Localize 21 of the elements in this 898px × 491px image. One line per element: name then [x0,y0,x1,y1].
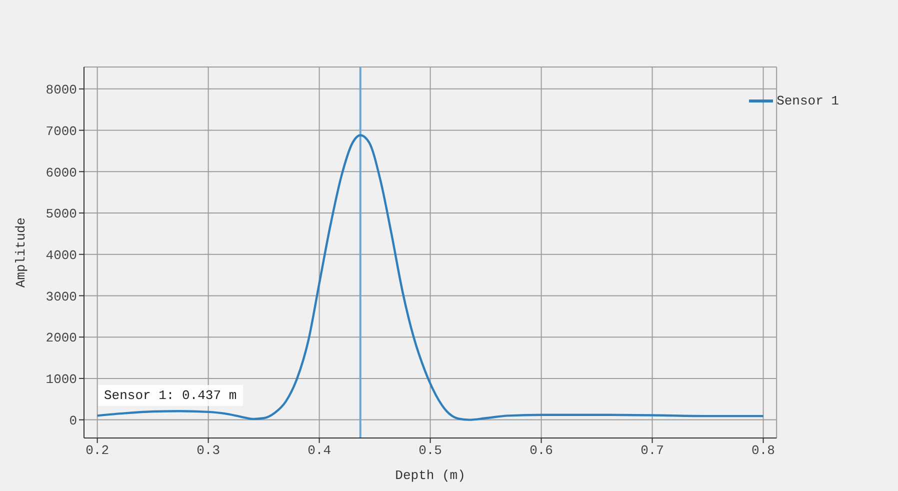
y-tick-label: 1000 [46,372,77,388]
y-tick-label: 4000 [46,248,77,263]
line-series [96,134,764,421]
x-axis-title: Depth (m) [395,468,466,483]
x-tick-label: 0.7 [640,443,664,458]
x-tick-label: 0.8 [752,443,775,458]
legend-label: Sensor 1 [776,93,839,108]
y-axis-title: Amplitude [14,217,29,288]
annotation: Sensor 1: 0.437 m [98,385,243,406]
y-tick-label: 6000 [46,165,77,180]
y-tick-label: 7000 [46,124,77,139]
y-tick-label: 0 [69,413,77,428]
y-tick-label: 2000 [46,330,77,346]
x-tick-label: 0.6 [530,443,553,458]
y-tick-label: 8000 [46,82,77,98]
x-tick-label: 0.5 [418,443,442,458]
y-tick-label: 3000 [46,289,77,304]
y-tick-label: 5000 [46,206,77,222]
x-tick-label: 0.3 [196,443,220,458]
x-tick-label: 0.2 [86,443,110,458]
x-tick-label: 0.4 [308,443,332,458]
